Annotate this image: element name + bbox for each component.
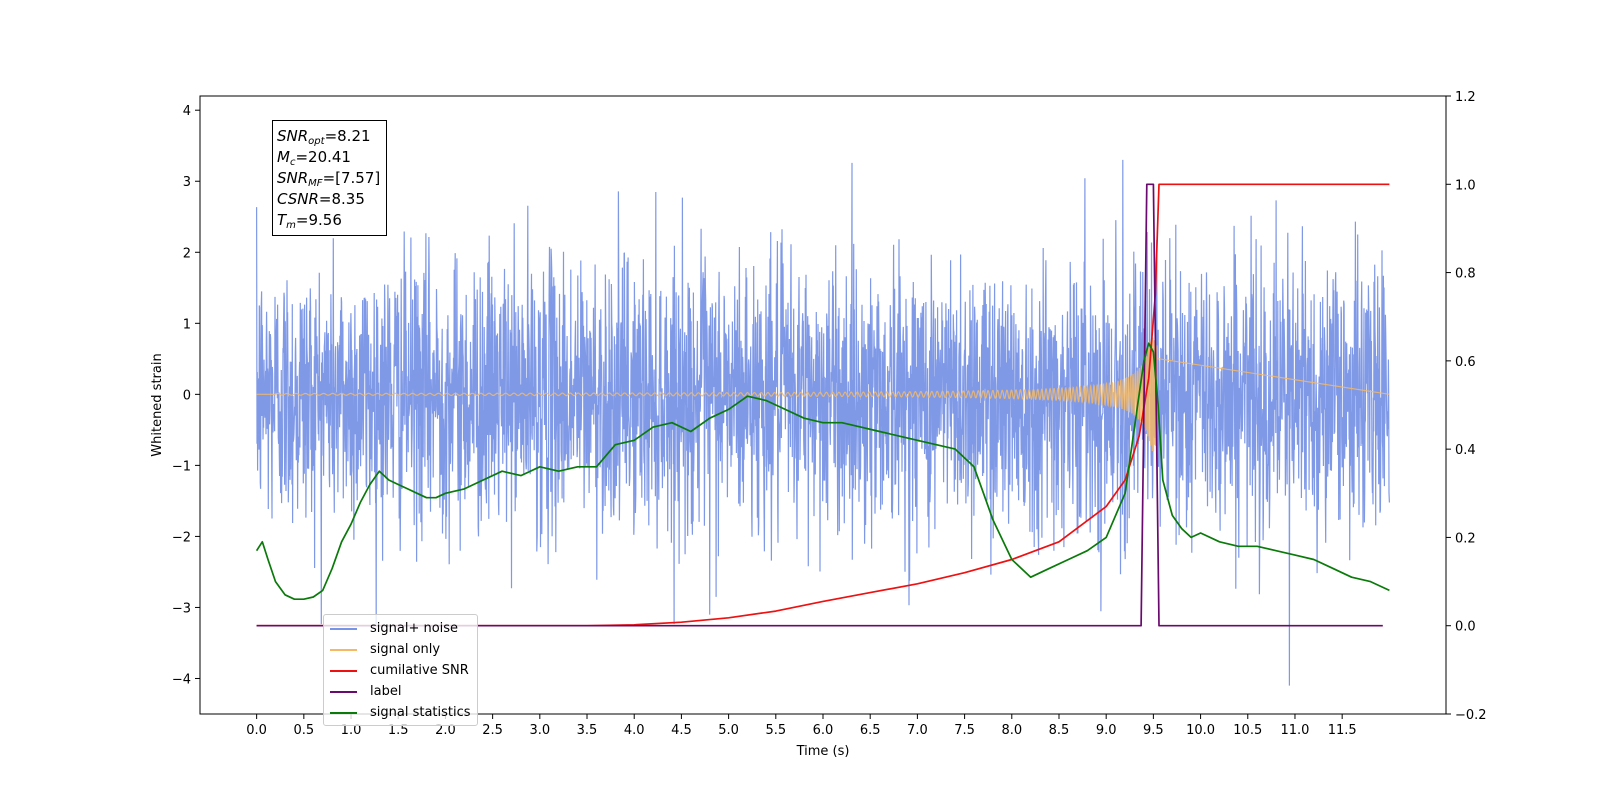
x-tick-label: 10.5 xyxy=(1233,723,1262,738)
series-line-signal-statistics xyxy=(255,342,1390,601)
legend-entry: cumilative SNR xyxy=(330,660,471,681)
x-tick-label: 8.0 xyxy=(1001,723,1022,738)
x-tick-label: 0.0 xyxy=(246,723,267,738)
legend-swatch xyxy=(330,690,357,693)
y-tick-label: −2 xyxy=(172,530,191,545)
legend-label: cumilative SNR xyxy=(370,663,469,678)
y-tick-label: 2 xyxy=(183,246,191,261)
annotation-box: SNRopt=8.21 Mc=20.41 SNRMF=[7.57] CSNR=8… xyxy=(272,120,388,236)
y-axis-label: Whitened strain xyxy=(150,353,165,456)
x-tick-label: 5.5 xyxy=(765,723,786,738)
x-tick-label: 1.5 xyxy=(388,723,409,738)
annotation-snr-opt: SNRopt=8.21 xyxy=(277,127,371,147)
y2-tick-label: −0.2 xyxy=(1455,708,1487,723)
y-tick-label: 0 xyxy=(183,388,191,403)
legend-swatch xyxy=(330,711,357,714)
x-tick-label: 1.0 xyxy=(341,723,362,738)
y-tick-label: 1 xyxy=(183,317,191,332)
legend-label: signal statistics xyxy=(370,705,471,720)
legend-entry: signal only xyxy=(330,639,471,660)
legend-swatch xyxy=(330,627,357,630)
x-tick-label: 7.0 xyxy=(907,723,928,738)
x-tick-label: 0.5 xyxy=(293,723,314,738)
y2-tick-label: 0.8 xyxy=(1455,267,1476,282)
y2-tick-label: 0.0 xyxy=(1455,620,1476,635)
legend-label: signal+ noise xyxy=(370,621,459,636)
y-tick-label: −3 xyxy=(172,601,191,616)
series-line-label xyxy=(256,183,1383,627)
y-tick-label: −1 xyxy=(172,459,191,474)
x-tick-label: 7.5 xyxy=(954,723,975,738)
legend: signal+ noise signal only cumilative SNR la… xyxy=(323,614,478,726)
y2-tick-label: 0.2 xyxy=(1455,531,1476,546)
x-tick-label: 10.0 xyxy=(1186,723,1215,738)
y2-tick-label: 0.6 xyxy=(1455,355,1476,370)
x-tick-label: 6.5 xyxy=(860,723,881,738)
x-tick-label: 6.0 xyxy=(813,723,834,738)
legend-entry: label xyxy=(330,681,471,702)
x-tick-label: 9.5 xyxy=(1143,723,1164,738)
legend-label: label xyxy=(370,684,402,699)
annotation-tm: Tm=9.56 xyxy=(277,211,342,231)
y2-tick-label: 1.0 xyxy=(1455,178,1476,193)
x-tick-label: 3.0 xyxy=(529,723,550,738)
x-tick-label: 11.0 xyxy=(1280,723,1309,738)
x-tick-label: 2.5 xyxy=(482,723,503,738)
y-tick-label: −4 xyxy=(172,672,191,687)
plot-layer xyxy=(255,159,1390,686)
x-tick-label: 5.0 xyxy=(718,723,739,738)
x-tick-label: 9.0 xyxy=(1096,723,1117,738)
annotation-csnr: CSNR=8.35 xyxy=(277,190,365,208)
x-tick-label: 11.5 xyxy=(1328,723,1357,738)
y2-tick-label: 0.4 xyxy=(1455,443,1476,458)
x-axis-label: Time (s) xyxy=(796,744,850,759)
legend-swatch xyxy=(330,669,357,672)
x-tick-label: 2.0 xyxy=(435,723,456,738)
axes-layer: 0.0 0.5 1.0 1.5 2.0 2.5 3.0 3.5 4.0 4.5 5.0 5.5 6.0 6… xyxy=(172,90,1487,738)
x-tick-label: 8.5 xyxy=(1049,723,1070,738)
x-tick-label: 3.5 xyxy=(577,723,598,738)
y2-tick-label: 1.2 xyxy=(1455,90,1476,105)
x-tick-label: 4.0 xyxy=(624,723,645,738)
legend-label: signal only xyxy=(370,642,441,657)
legend-entry: signal statistics xyxy=(330,702,471,723)
annotation-snr-mf: SNRMF=[7.57] xyxy=(277,169,381,189)
series-line-signal-only xyxy=(256,337,1390,452)
legend-entry: signal+ noise xyxy=(330,618,471,639)
annotation-mc: Mc=20.41 xyxy=(277,148,351,168)
y-tick-label: 3 xyxy=(183,175,191,190)
x-tick-label: 4.5 xyxy=(671,723,692,738)
legend-swatch xyxy=(330,648,357,651)
y-tick-label: 4 xyxy=(183,104,191,119)
series-line-signal-noise xyxy=(256,159,1390,686)
